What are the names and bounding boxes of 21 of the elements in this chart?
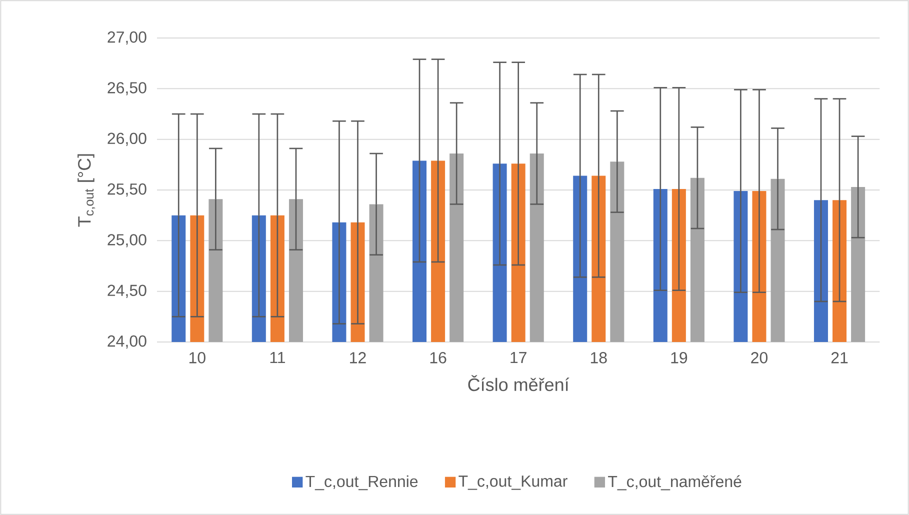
x-axis-title: Číslo měření [468, 375, 570, 392]
x-tick-label: 18 [590, 352, 607, 364]
y-tick-label: 24,00 [108, 335, 146, 349]
y-tick-label: 26,50 [108, 82, 146, 96]
y-tick-label: 27,00 [108, 31, 146, 45]
x-tick-label: 17 [510, 352, 526, 364]
legend-label: T_c,out_Kumar [458, 476, 568, 490]
legend-label: T_c,out_naměřené [608, 475, 742, 490]
y-tick-label: 24,50 [108, 284, 146, 298]
x-tick-label: 11 [270, 352, 285, 364]
x-tick-label: 20 [751, 352, 768, 364]
legend-label: T_c,out_Rennie [306, 475, 418, 490]
y-tick-label: 25,00 [108, 234, 146, 248]
x-tick-label: 12 [350, 352, 366, 364]
y-tick-label: 25,50 [108, 183, 146, 197]
x-tick-label: 16 [430, 352, 446, 364]
x-tick-label: 19 [671, 352, 688, 364]
x-tick-label: 10 [189, 352, 206, 364]
x-tick-label: 21 [831, 352, 848, 364]
y-axis-title: T$_{c,out}$ [°C] [78, 154, 96, 227]
y-tick-label: 26,00 [108, 132, 146, 146]
